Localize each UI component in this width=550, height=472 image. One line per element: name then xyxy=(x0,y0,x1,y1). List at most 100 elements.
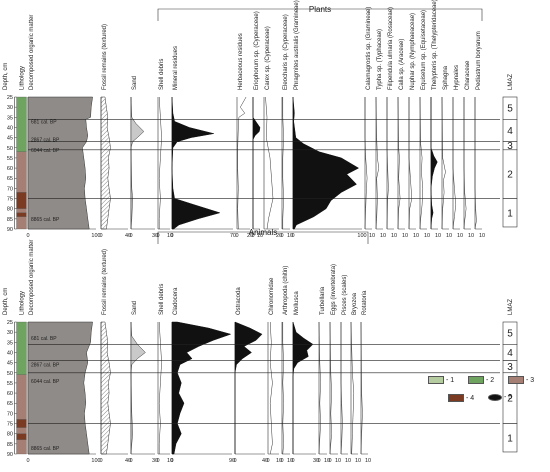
column-header: Pisces (scales) xyxy=(342,275,348,315)
depth-tick-label: 45 xyxy=(7,136,13,142)
lithology-layer xyxy=(16,96,27,152)
column-fossil-remains-textured: Fossil remains (textured)0 40 xyxy=(99,249,131,464)
series-curve xyxy=(265,96,274,230)
column-tick-label: 0 xyxy=(251,233,254,239)
legend-swatch xyxy=(448,394,464,402)
column-hypnales: Hypnales 10 xyxy=(452,65,463,239)
column-tick-label: 70 xyxy=(230,233,236,239)
column-tick-label: 0 xyxy=(280,458,283,464)
column-tick-label: 0 xyxy=(129,233,132,239)
column-arthropoda-chitin: Arthropoda (chitin)0 10 xyxy=(280,266,293,464)
column-header: Chironomidae xyxy=(269,277,275,315)
series-area xyxy=(27,96,93,230)
column-header: Typha sp. (Typhaceae) xyxy=(377,29,383,90)
depth-axis-label: Depth, cm xyxy=(3,63,9,90)
column-equisetum-sp-equisetaceae: Equisetum sp. (Equisetaceae) 10 xyxy=(419,10,430,239)
legend-label: - 1 xyxy=(446,376,455,384)
zone-label: 5 xyxy=(507,104,513,115)
column-tick-label: 10 xyxy=(468,233,474,239)
series-curve xyxy=(158,321,162,454)
series-curve xyxy=(474,97,477,230)
column-tick-label: 40 xyxy=(262,458,268,464)
column-header: Characeae xyxy=(465,60,471,90)
column-pisces-scales: Pisces (scales) 10 xyxy=(340,275,351,464)
depth-tick-label: 75 xyxy=(7,422,13,428)
series-area xyxy=(171,96,221,230)
column-header: Sphagna xyxy=(443,65,449,90)
lithology-label: Lithology xyxy=(20,291,26,315)
age-label: 681 cal. BP xyxy=(31,119,57,125)
column-header: Decomposed organic matter xyxy=(29,15,35,90)
column-header: Thelypteris sp. (Thelypteridaceae) xyxy=(432,0,438,90)
column-tick-label: 10 xyxy=(446,233,452,239)
column-phragmites-australis-gramineae: Phragmites australis (Gramineae) 0 100 xyxy=(291,0,366,239)
column-header: Turbellaria xyxy=(320,286,326,315)
zone-column-label: LMAZ xyxy=(508,299,514,315)
column-header: Pediastrum boryanum xyxy=(476,31,482,90)
depth-tick-label: 40 xyxy=(7,350,13,356)
column-pediastrum-boryanum: Pediastrum boryanum 10 xyxy=(474,31,485,239)
series-area xyxy=(100,321,111,455)
zone-label: 1 xyxy=(507,433,513,444)
column-tick-label: 0 xyxy=(99,458,102,464)
zone-column-label: LMAZ xyxy=(508,74,514,90)
group-bracket xyxy=(157,8,483,21)
column-eggs-invertebrata: Eggs (invertebrata) 0 10 xyxy=(328,264,341,464)
depth-tick-label: 45 xyxy=(7,361,13,367)
column-header: Equisetum sp. (Equisetaceae) xyxy=(421,10,427,90)
lithology-layer xyxy=(16,192,27,209)
age-label: 2867 cal. BP xyxy=(31,138,60,144)
group-title-animals: Animals xyxy=(249,228,277,237)
column-eriophorum-sp-cyperaceae: Eriophorum sp. (Cyperaceae) 0 10 xyxy=(251,11,263,239)
column-tick-label: 0 xyxy=(235,233,238,239)
depth-tick-label: 90 xyxy=(7,452,13,458)
column-sphagna: Sphagna 10 xyxy=(441,65,452,239)
column-calamagrostis-sp-gramineae: Calamagrostis sp. (Gramineae) 10 xyxy=(364,7,375,239)
column-header: Sand xyxy=(132,76,138,90)
column-header: Rotatoria xyxy=(362,290,368,315)
column-tick-label: 0 xyxy=(291,458,294,464)
series-curve xyxy=(375,96,380,230)
column-tick-label: 100 xyxy=(91,458,100,464)
column-tick-label: 0 xyxy=(170,458,173,464)
column-header: Eriophorum sp. (Cyperaceae) xyxy=(254,11,260,90)
column-filipendula-ulmaria-rosaceae: Filipendula ulmaria (Rosaceae) 10 xyxy=(386,7,397,239)
age-label: 6044 cal. BP xyxy=(31,379,60,385)
column-calla-sp-araceae: Calla sp. (Araceae) 10 xyxy=(397,39,408,239)
depth-tick-label: 70 xyxy=(7,186,13,192)
age-label: 681 cal. BP xyxy=(31,336,57,342)
column-tick-label: 10 xyxy=(457,233,463,239)
column-tick-label: 10 xyxy=(287,458,293,464)
legend-swatch xyxy=(468,376,484,384)
panel-animals: Depth, cm2530354045505560657075808590Lit… xyxy=(3,228,518,464)
column-header: Phragmites australis (Gramineae) xyxy=(294,0,300,90)
column-tick-label: 10 xyxy=(413,233,419,239)
column-header: Nuphar sp. (Nymphaeaceae) xyxy=(410,13,416,90)
legend-swatch xyxy=(428,376,444,384)
column-header: Fossil remains (textured) xyxy=(102,249,108,315)
column-tick-label: 10 xyxy=(380,233,386,239)
column-header: Eggs (invertebrata) xyxy=(331,264,337,315)
column-tick-label: 10 xyxy=(402,233,408,239)
column-header: Eleocharis sp. (Cyperaceae) xyxy=(283,14,289,90)
column-tick-label: 10 xyxy=(391,233,397,239)
age-label: 2867 cal. BP xyxy=(31,363,60,369)
column-header: Herbaceous residues xyxy=(238,33,244,90)
depth-tick-label: 80 xyxy=(7,432,13,438)
column-header: Sand xyxy=(132,301,138,315)
column-header: Ostracoda xyxy=(236,287,242,315)
depth-tick-label: 85 xyxy=(7,442,13,448)
column-nuphar-sp-nymphaeaceae: Nuphar sp. (Nymphaeaceae) 10 xyxy=(408,13,419,239)
series-curve xyxy=(269,321,273,455)
series-curve xyxy=(397,96,401,230)
column-tick-label: 10 xyxy=(167,458,173,464)
zone-label: 3 xyxy=(507,362,513,373)
column-tick-label: 10 xyxy=(167,233,173,239)
legend-label: - 5 xyxy=(504,394,513,401)
series-area xyxy=(252,97,261,229)
lithology-layer xyxy=(16,151,27,193)
